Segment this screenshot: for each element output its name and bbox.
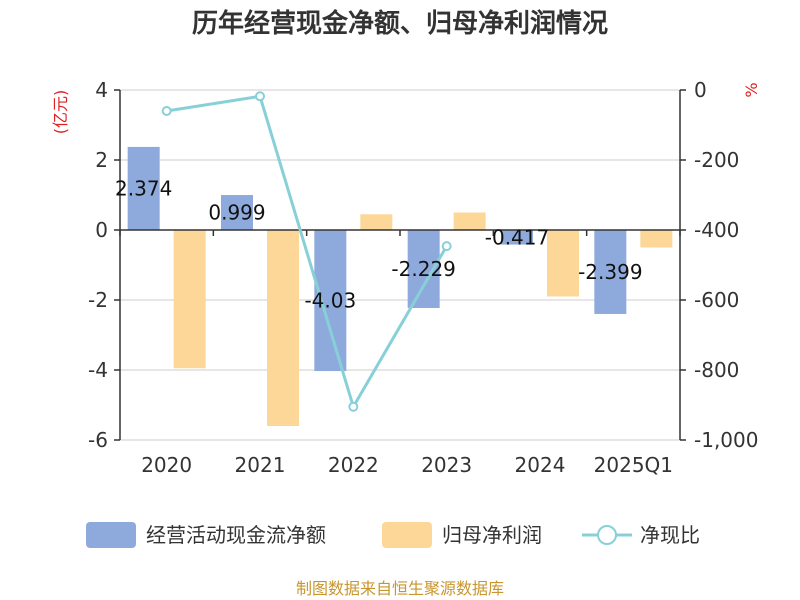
left-tick-label: 4 (95, 78, 108, 102)
left-tick-label: -4 (88, 358, 108, 382)
source-note: 制图数据来自恒生聚源数据库 (296, 579, 504, 598)
cashflow-bar (501, 230, 533, 245)
axes: 4 2 0 -2 -4 -6 0 -200 -400 -600 -800 -1,000 2020 2021… (51, 78, 761, 477)
category-label: 2024 (515, 453, 566, 477)
ratio-point (255, 91, 265, 102)
left-tick-label: 2 (95, 148, 108, 172)
net-profit-bar (453, 212, 486, 230)
left-axis-unit: (亿元) (51, 90, 70, 135)
left-tick-label: -6 (88, 428, 108, 452)
ratio-point (161, 106, 172, 116)
category-label: 2022 (328, 453, 379, 477)
legend-swatch-cashflow (86, 522, 136, 548)
net-profit-bar (267, 230, 299, 426)
category-label: 2020 (141, 453, 192, 477)
legend-swatch-ratio-marker (597, 525, 617, 545)
legend[interactable]: 经营活动现金流净额 归母净利润 净现比 (86, 522, 700, 548)
cashflow-bar (594, 230, 627, 314)
cashflow-data-label: -0.417 (485, 225, 549, 249)
ratio-point (348, 401, 359, 412)
right-tick-label: -800 (694, 358, 739, 382)
legend-item-cashflow[interactable]: 经营活动现金流净额 (86, 522, 326, 548)
category-label: 2025Q1 (594, 453, 673, 477)
chart-title: 历年经营现金净额、归母净利润情况 (192, 8, 608, 39)
ratio-point (441, 241, 452, 252)
right-tick-label: -1,000 (694, 428, 758, 452)
legend-label-net-profit: 归母净利润 (442, 523, 542, 547)
cashflow-data-label: 0.999 (208, 201, 265, 225)
net-profit-bar (640, 230, 673, 248)
right-tick-label: -400 (694, 218, 739, 242)
data-labels: 2.374 0.999 -4.03 -2.229 -0.417 -2.399 (115, 176, 643, 312)
net-profit-bar (547, 230, 579, 297)
category-label: 2023 (421, 453, 472, 477)
right-axis-unit: % (742, 82, 761, 97)
right-tick-label: 0 (694, 78, 707, 102)
ratio-line-path (166, 94, 448, 411)
legend-item-ratio[interactable]: 净现比 (582, 523, 700, 547)
legend-label-ratio: 净现比 (640, 523, 700, 547)
left-tick-label: -2 (88, 288, 108, 312)
net-profit-bar (173, 230, 206, 369)
left-tick-label: 0 (95, 218, 108, 242)
legend-swatch-net-profit (382, 522, 432, 548)
cashflow-data-label: -2.229 (391, 257, 455, 281)
legend-label-cashflow: 经营活动现金流净额 (146, 523, 326, 547)
right-tick-label: -200 (694, 148, 739, 172)
net-profit-bar (360, 214, 393, 230)
legend-item-net-profit[interactable]: 归母净利润 (382, 522, 542, 548)
right-tick-label: -600 (694, 288, 739, 312)
bars (127, 146, 673, 426)
cashflow-data-label: 2.374 (115, 176, 172, 200)
cashflow-data-label: -2.399 (578, 260, 642, 284)
cashflow-bar (221, 195, 253, 230)
cashflow-bar (127, 146, 160, 230)
cashflow-data-label: -4.03 (304, 289, 356, 313)
ratio-line (161, 91, 452, 412)
cashflow-bar (314, 230, 347, 372)
category-label: 2021 (235, 453, 286, 477)
